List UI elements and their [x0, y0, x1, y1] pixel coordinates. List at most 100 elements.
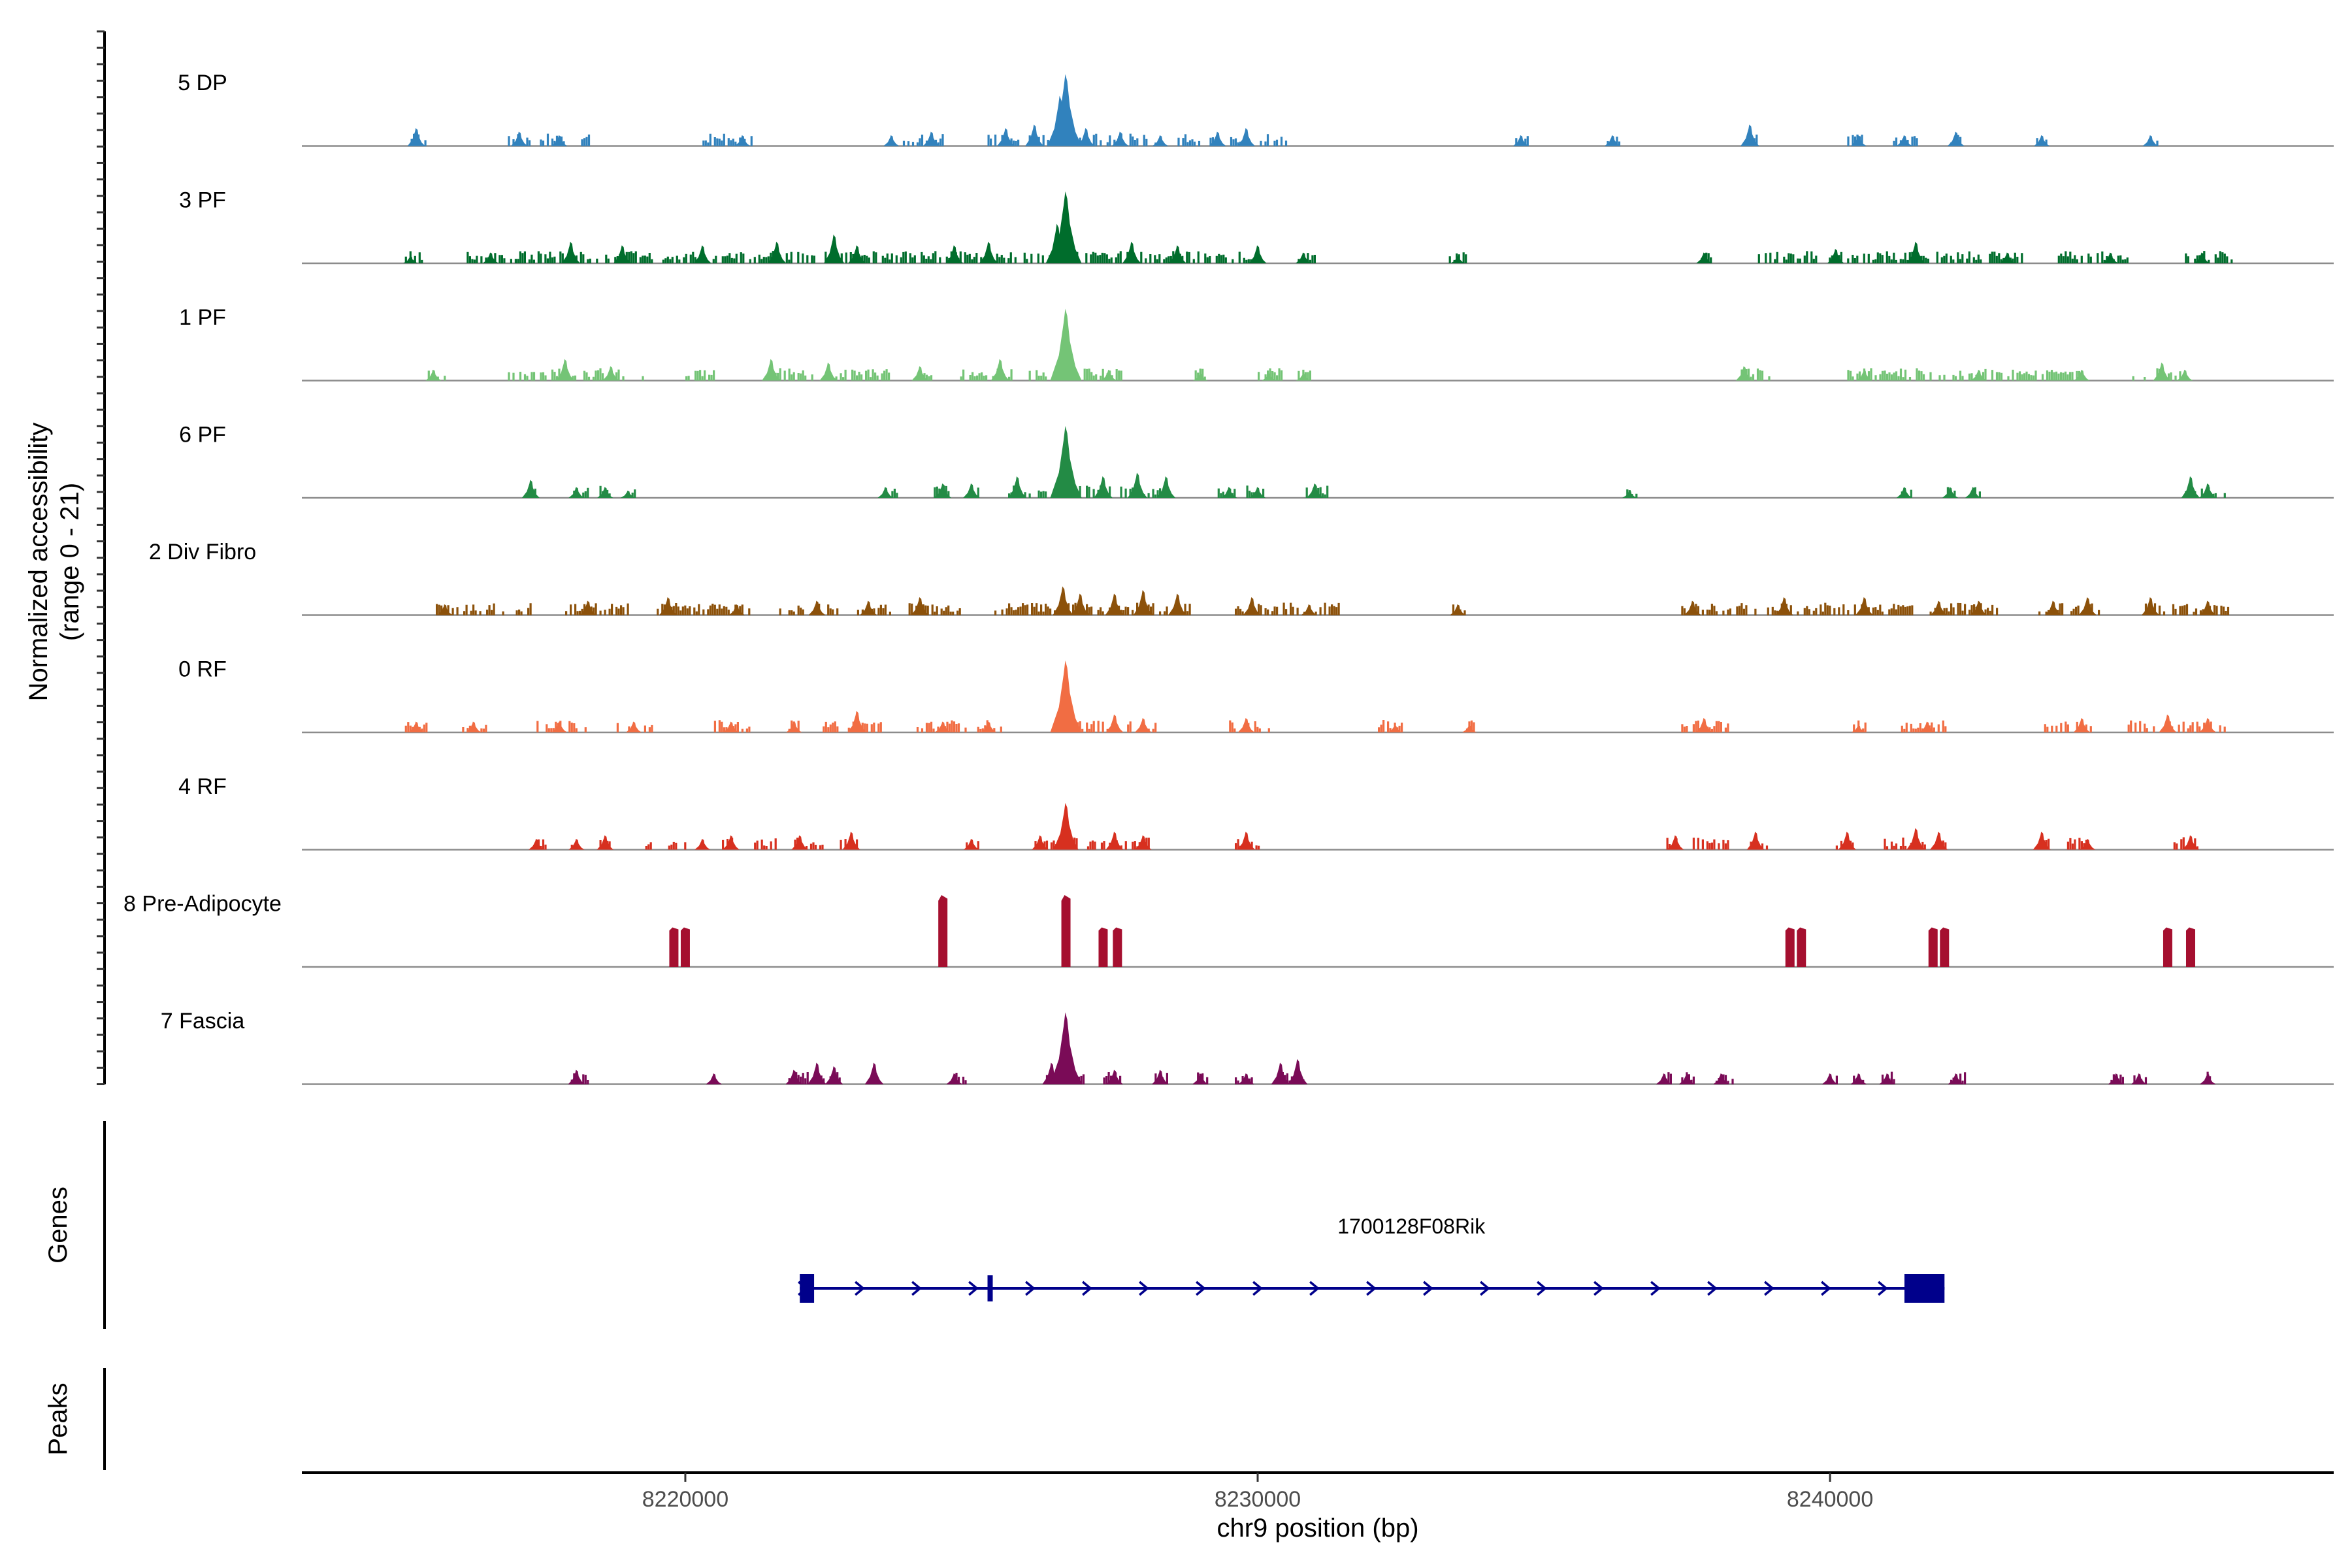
strand-arrow	[1878, 1281, 1888, 1296]
coverage-peak	[1948, 131, 1965, 146]
coverage-peak	[997, 128, 1015, 146]
coverage-peak	[945, 245, 964, 263]
coverage-peak	[934, 483, 951, 498]
coverage-peak	[1735, 366, 1753, 381]
coverage-peak	[1696, 252, 1712, 263]
coverage-cluster	[685, 370, 715, 381]
coverage-peak	[1906, 828, 1925, 850]
coverage-peak	[848, 245, 866, 263]
coverage-peak	[2163, 927, 2172, 967]
gene-exon	[800, 1274, 815, 1303]
coverage-cluster	[713, 720, 751, 732]
coverage-peak	[555, 359, 575, 381]
coverage-peak	[2074, 370, 2090, 381]
coverage-peak	[1077, 128, 1095, 146]
coverage-cluster	[774, 368, 813, 381]
coverage-peak	[1128, 472, 1147, 498]
coverage-cluster	[1660, 1072, 1672, 1085]
coverage-peak	[1512, 135, 1529, 146]
coverage-peak	[979, 242, 998, 263]
gene-exon	[1904, 1274, 1945, 1303]
coverage-cluster	[977, 720, 1002, 732]
coverage-peak	[1821, 1073, 1838, 1085]
coverage-peak	[1106, 1070, 1123, 1085]
coverage-cluster	[788, 1072, 841, 1085]
coverage-peak	[407, 128, 425, 146]
coverage-peak	[521, 480, 540, 498]
track-4-rf: 4 RF	[178, 774, 2334, 851]
coverage-cluster	[565, 603, 629, 615]
coverage-peak	[1850, 1073, 1867, 1085]
coverage-peak	[1684, 600, 1701, 615]
coverage-peak	[1249, 487, 1266, 498]
coverage-cluster	[616, 723, 653, 732]
coverage-peak	[1930, 600, 1948, 615]
coverage-peak	[734, 135, 751, 146]
coverage-peak	[847, 711, 866, 732]
coverage-peak	[1007, 476, 1027, 498]
coverage-peak	[2142, 597, 2160, 615]
coverage-peak	[2153, 363, 2171, 381]
coverage-peak	[1271, 1062, 1290, 1085]
coverage-peak	[911, 366, 928, 381]
coverage-peak	[938, 895, 948, 967]
coverage-peak	[2102, 252, 2119, 263]
coverage-peak	[1450, 256, 1466, 263]
coverage-peak	[2181, 476, 2200, 498]
coverage-cluster	[1757, 251, 2023, 263]
coverage-cluster	[1681, 720, 1729, 732]
coverage-peak	[2108, 1073, 2125, 1085]
coverage-peak	[2078, 597, 2097, 615]
coverage-peak	[1850, 135, 1867, 146]
coverage-peak	[1450, 604, 1466, 615]
coverage-cluster	[2057, 251, 2129, 263]
coverage-cluster	[559, 251, 1259, 263]
y-axis-subtitle: (range 0 - 21)	[56, 483, 84, 641]
peaks-axis-title: Peaks	[44, 1382, 73, 1455]
coverage-cluster	[916, 720, 967, 732]
coverage-peak	[613, 245, 632, 263]
coverage-peak	[1168, 593, 1187, 615]
coverage-peak	[2200, 1073, 2216, 1085]
coverage-peak	[1296, 373, 1311, 381]
coverage-peak	[1061, 895, 1071, 967]
coverage-peak	[1221, 487, 1237, 498]
coverage-peak	[596, 835, 614, 850]
coverage-peak	[808, 1062, 826, 1085]
strand-arrow	[1537, 1281, 1547, 1296]
coverage-peak	[786, 721, 802, 732]
coverage-peak	[2177, 370, 2193, 381]
coverage-peak	[1879, 1073, 1895, 1085]
coverage-peak	[1678, 1073, 1695, 1085]
strand-arrow	[911, 1281, 922, 1296]
coverage-peak	[482, 252, 499, 263]
accessibility-y-axis	[97, 30, 106, 1085]
coverage-peak	[1192, 1073, 1209, 1085]
coverage-peak	[1462, 725, 1477, 732]
track-1-pf: 1 PF	[179, 305, 2334, 382]
coverage-peak	[529, 839, 545, 850]
coverage-peak	[1919, 721, 1936, 732]
track-label: 4 RF	[178, 774, 227, 799]
coverage-peak	[2185, 927, 2195, 967]
coverage-peak	[1838, 832, 1856, 850]
x-tick-label: 8230000	[1215, 1487, 1301, 1512]
coverage-peak	[620, 491, 636, 498]
coverage-cluster	[1893, 136, 1918, 146]
coverage-peak	[819, 363, 838, 381]
coverage-peak	[1740, 124, 1759, 146]
coverage-peak	[1243, 597, 1261, 615]
coverage-cluster	[466, 251, 556, 263]
coverage-peak	[1928, 927, 1938, 967]
coverage-peak	[2044, 600, 2062, 615]
coverage-peak	[626, 721, 642, 732]
coverage-cluster	[828, 369, 890, 381]
coverage-cluster	[1692, 838, 1729, 850]
coverage-cluster	[2185, 251, 2233, 263]
strand-arrow	[1821, 1281, 1831, 1296]
coverage-peak	[2131, 1073, 2148, 1085]
coverage-cluster	[2132, 376, 2146, 381]
coverage-peak	[825, 1066, 843, 1085]
track-label: 7 Fascia	[161, 1009, 245, 1034]
